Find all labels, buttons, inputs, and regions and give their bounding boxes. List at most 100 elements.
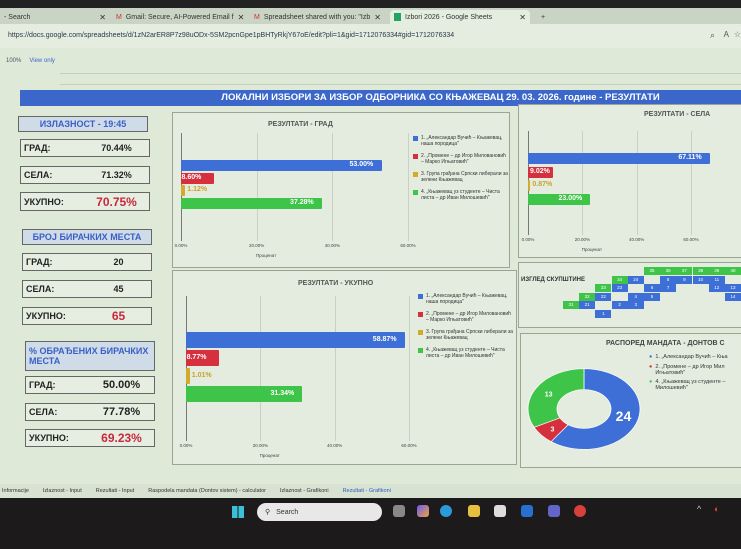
stations-total: УКУПНО: 65 bbox=[22, 307, 152, 325]
legend-item: 2. „Промене – др Игор Миловановић – Марк… bbox=[418, 311, 513, 323]
tick-label: 0.00% bbox=[179, 443, 193, 448]
bar-label: 1.12% bbox=[187, 186, 208, 193]
tab-label: Gmail: Secure, AI-Powered Email f bbox=[125, 13, 234, 21]
seat-40: 40 bbox=[725, 267, 741, 275]
seat-39: 39 bbox=[708, 267, 725, 275]
legend-text: 4. „Књажевац уз студенте – Чиста листа –… bbox=[421, 189, 500, 201]
edge-icon[interactable] bbox=[440, 505, 452, 517]
value: 70.75% bbox=[96, 194, 137, 209]
label: ГРАД: bbox=[29, 380, 56, 390]
view-only-badge[interactable]: View only bbox=[29, 58, 55, 64]
read-aloud-icon[interactable]: A bbox=[723, 30, 729, 39]
sheet-tab-active[interactable]: Rezultati - Grafikoni bbox=[342, 488, 391, 494]
chart-results-total[interactable]: РЕЗУЛТАТИ - УКУПНО 0.00% 20.00% 40.00% 60.0… bbox=[172, 270, 517, 465]
windows-start-icon[interactable] bbox=[232, 506, 244, 518]
close-icon[interactable]: ✕ bbox=[519, 12, 526, 22]
favorite-icon[interactable]: ☆ bbox=[733, 30, 741, 39]
legend-text: 2. „Промене – др Игор Миловановић – Марк… bbox=[421, 153, 506, 165]
taskbar-search[interactable]: ⚲ Search bbox=[257, 503, 382, 521]
task-view-icon[interactable] bbox=[393, 505, 405, 517]
seat-36: 36 bbox=[660, 267, 677, 275]
seat-14: 14 bbox=[725, 292, 741, 301]
browser-tab-active[interactable]: Izbori 2026 - Google Sheets ✕ bbox=[390, 10, 530, 24]
close-icon[interactable]: ✕ bbox=[374, 12, 381, 22]
browser-tab[interactable]: M Gmail: Secure, AI-Powered Email f ✕ bbox=[112, 10, 247, 24]
close-icon[interactable]: ✕ bbox=[99, 12, 106, 22]
legend-item: 3. Група грађана Српски либерали за зеле… bbox=[413, 171, 508, 183]
app-icon[interactable] bbox=[574, 505, 586, 517]
turnout-city: ГРАД: 70.44% bbox=[20, 139, 150, 157]
legend-item: ● 2. „Промене – др Игор Мил Игњатовић" bbox=[649, 364, 741, 376]
tick-label: 60.00% bbox=[400, 243, 416, 248]
sheet-tabs: Informacije Izlaznost - Input Rezultati … bbox=[0, 484, 741, 498]
copilot-icon[interactable] bbox=[417, 505, 429, 517]
close-icon[interactable]: ✕ bbox=[237, 12, 245, 22]
tick-label: 40.00% bbox=[327, 443, 343, 448]
address-bar: https://docs.google.com/spreadsheets/d/1… bbox=[0, 24, 741, 48]
sheet-tab[interactable]: Izlaznost - Input bbox=[42, 488, 82, 494]
donut-slice-1 bbox=[550, 368, 641, 450]
tick-label: 60.00% bbox=[683, 237, 699, 242]
seat-13: 13 bbox=[725, 284, 741, 292]
chart-title: РЕЗУЛТАТИ - УКУПНО bbox=[298, 280, 374, 287]
gridline bbox=[256, 133, 258, 241]
legend-swatch-icon bbox=[413, 154, 418, 159]
turnout-total: УКУПНО: 70.75% bbox=[20, 192, 150, 211]
seat-21: 21 bbox=[579, 301, 596, 309]
legend-text: 3. Група грађана Српски либерали за зеле… bbox=[426, 329, 513, 341]
teams-icon[interactable] bbox=[548, 505, 560, 517]
gmail-icon: M bbox=[116, 13, 122, 21]
bar-label: 67.11% bbox=[678, 154, 702, 161]
legend-text: 4. „Књажевац уз студенте – Чиста листа –… bbox=[426, 347, 505, 359]
chart-results-city[interactable]: РЕЗУЛТАТИ - ГРАД 0.00% 20.00% 40.00% 60.00%… bbox=[172, 112, 510, 268]
sheet-tab[interactable]: Izlaznost - Grafikoni bbox=[279, 488, 329, 494]
turnout-villages: СЕЛА: 71.32% bbox=[20, 166, 150, 184]
bar-1 bbox=[181, 160, 382, 171]
value: 77.78% bbox=[102, 406, 141, 418]
url-field[interactable]: https://docs.google.com/spreadsheets/d/1… bbox=[8, 32, 455, 39]
zoom-icon[interactable]: ⌕ bbox=[709, 30, 715, 40]
x-axis-label: Проценат bbox=[581, 247, 603, 252]
legend-item: ● 4. „Књажевац уз студенте – Милошевић" bbox=[649, 379, 741, 391]
legend-item: 4. „Књажевац уз студенте – Чиста листа –… bbox=[418, 347, 513, 359]
outlook-icon[interactable] bbox=[521, 505, 533, 517]
zoom-select[interactable]: 100% bbox=[6, 58, 22, 64]
screen-bezel bbox=[0, 0, 741, 8]
sheet-tab[interactable]: Rezultati - Input bbox=[95, 488, 135, 494]
sheet-tab[interactable]: Informacije bbox=[2, 488, 29, 494]
bar-label: 58.87% bbox=[372, 335, 397, 343]
seat-5: 5 bbox=[644, 292, 660, 301]
tab-label: - Search bbox=[4, 13, 31, 21]
browser-tab[interactable]: - Search ✕ bbox=[0, 10, 110, 24]
label: СЕЛА: bbox=[24, 170, 53, 180]
gridline bbox=[260, 296, 262, 441]
assembly-title: ИЗГЛЕД СКУПШТИНЕ bbox=[521, 277, 586, 283]
legend-swatch-icon bbox=[413, 172, 418, 177]
gridline bbox=[334, 296, 336, 441]
chart-seat-distribution[interactable]: РАСПОРЕД МАНДАТА - ДОНТОВ С 24 3 13 ● 1. „А… bbox=[520, 333, 741, 468]
bar-2 bbox=[181, 172, 214, 184]
bar-label: 8.77% bbox=[186, 353, 207, 361]
bar-2 bbox=[186, 350, 219, 366]
new-tab-button[interactable]: + bbox=[541, 13, 546, 21]
bar-4 bbox=[181, 197, 323, 209]
chart-results-villages[interactable]: РЕЗУЛТАТИ - СЕЛА 0.00% 20.00% 40.00% 60.00%… bbox=[518, 104, 741, 258]
seat-8: 8 bbox=[660, 275, 677, 284]
stations-villages: СЕЛА: 45 bbox=[22, 280, 152, 298]
file-explorer-icon[interactable] bbox=[468, 505, 480, 517]
value: 20 bbox=[113, 257, 124, 267]
legend-swatch-icon bbox=[418, 312, 423, 317]
x-axis-label: Проценат bbox=[259, 453, 280, 458]
chevron-up-icon[interactable]: ^ bbox=[697, 504, 702, 514]
legend-item: 1. „Александар Вучић – Књажевац, наша по… bbox=[418, 293, 513, 305]
legend-item: 1. „Александар Вучић – Књажевац, наша по… bbox=[413, 135, 508, 147]
browser-tab[interactable]: M Spreadsheet shared with you: "Izb ✕ bbox=[250, 10, 385, 24]
tray-icon[interactable]: ◐ bbox=[714, 504, 720, 514]
bar-3 bbox=[186, 368, 190, 384]
stations-city: ГРАД: 20 bbox=[22, 253, 152, 271]
processed-total: УКУПНО: 69.23% bbox=[25, 429, 155, 447]
seat-34: 34 bbox=[611, 275, 628, 284]
seat-10: 10 bbox=[692, 275, 709, 284]
sheet-tab[interactable]: Raspodela mandata (Dontov sistem) - calc… bbox=[148, 488, 266, 494]
store-icon[interactable] bbox=[494, 505, 506, 517]
